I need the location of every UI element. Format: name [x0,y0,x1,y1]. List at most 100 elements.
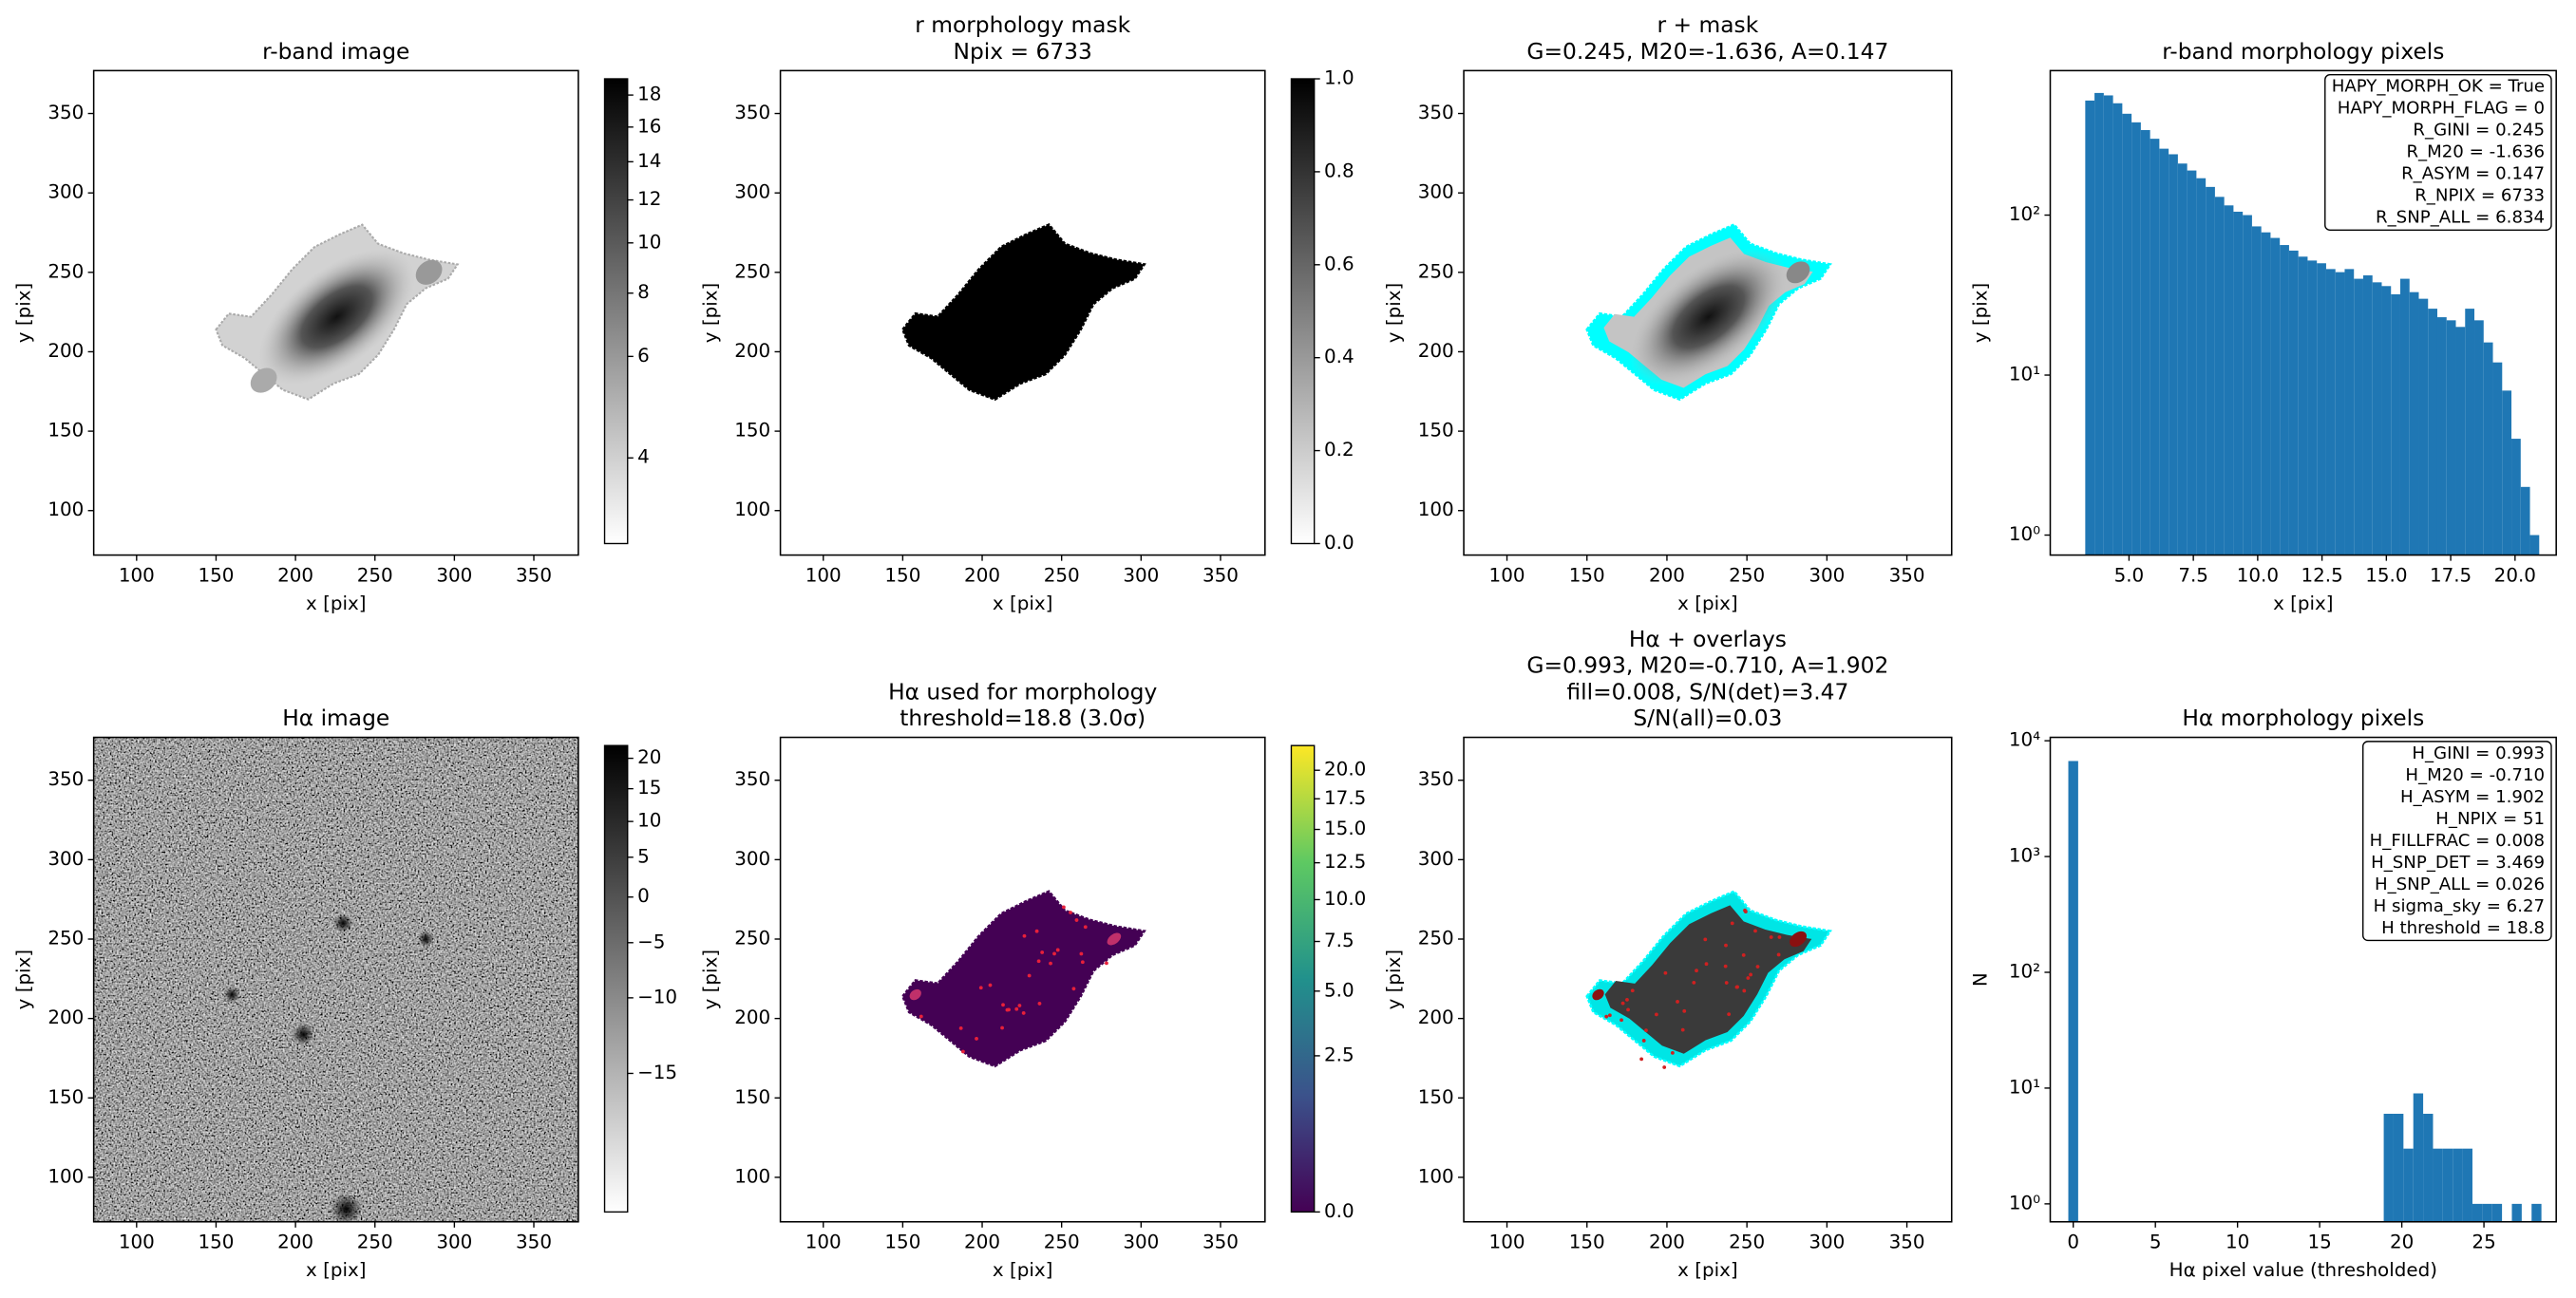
hist-bar [2482,1203,2492,1222]
hist-bar [2150,139,2160,555]
y-tick-label: 10³ [2009,845,2040,867]
plot-area [900,890,1146,1068]
colorbar-tick-label: 8 [637,281,650,303]
hist-bar [2177,163,2188,555]
dark-spot [223,987,240,1003]
y-tick-label: 250 [47,927,84,949]
pixel-dot [1014,1006,1019,1011]
x-tick-label: 10.0 [2237,565,2279,587]
x-axis-label: x [pix] [993,593,1053,614]
x-tick-label: 150 [198,1232,234,1253]
y-tick-label: 10⁰ [2009,523,2040,545]
hist-bar [2418,298,2429,555]
hist-bar [2511,1203,2522,1222]
pixel-dot [1005,1007,1010,1012]
hist-bar [2529,535,2540,555]
pixel-dot [1670,1050,1675,1055]
pixel-dot [1777,935,1782,939]
y-axis-label: y [pix] [1383,950,1405,1010]
x-tick-label: 7.5 [2178,565,2208,587]
x-tick-label: 300 [1123,565,1159,587]
colorbar-tick-label: 0.6 [1324,253,1354,274]
pixel-dot [1022,933,1027,938]
pixel-dot [1641,1039,1646,1043]
y-tick-label: 200 [734,340,770,362]
panel-title: threshold=18.8 (3.0σ) [900,705,1146,731]
y-tick-label: 150 [734,420,770,442]
y-tick-label: 10⁰ [2009,1192,2040,1213]
colorbar-tick-label: 0.4 [1324,346,1354,367]
pixel-dot [1746,976,1751,980]
y-tick-label: 100 [734,1165,770,1187]
x-tick-label: 350 [516,565,552,587]
colorbar-tick-label: 0.0 [1324,532,1354,554]
dark-spot [333,913,353,933]
hist-bar [2094,92,2104,555]
hist-bar [2112,103,2123,555]
annotation-line: R_GINI = 0.245 [2413,121,2545,141]
colorbar-tick-label: 15 [637,777,661,799]
x-tick-label: 150 [884,1232,920,1253]
hist-bar [2465,309,2475,555]
y-tick-label: 250 [1418,927,1454,949]
hist-bar [2187,170,2197,555]
panel-title: S/N(all)=0.03 [1633,705,1782,731]
colorbar-tick-label: 20.0 [1324,759,1366,781]
dark-spot [292,1023,315,1046]
pixel-dot [1695,969,1698,973]
hist-bar [2492,362,2503,555]
x-axis-label: x [pix] [2273,593,2334,614]
annotation-line: HAPY_MORPH_FLAG = 0 [2338,99,2545,119]
hist-bar [2233,211,2244,555]
y-tick-label: 10¹ [2009,364,2040,386]
y-tick-label: 350 [47,768,84,790]
pixel-dot [961,1049,965,1054]
pixel-dot [1724,981,1729,985]
x-tick-label: 250 [1729,1232,1765,1253]
x-tick-label: 250 [1044,1232,1080,1253]
pixel-dot [1001,1003,1005,1007]
colorbar-tick-label: 17.5 [1324,787,1366,809]
x-tick-label: 0 [2067,1232,2079,1253]
axes-frame [1463,736,1953,1223]
axes-frame [1463,69,1953,556]
colorbar-tick-label: 0.2 [1324,439,1354,461]
axes-frame [92,736,579,1223]
x-tick-label: 250 [357,565,393,587]
panel-title: Hα image [282,705,389,731]
hist-bar [2502,390,2512,555]
axes-frame [779,69,1266,556]
pixel-dot [1017,1004,1022,1007]
hist-bar [2251,226,2262,555]
y-tick-label: 350 [734,768,770,790]
x-tick-label: 200 [1649,1232,1685,1253]
pixel-dot [1625,998,1629,1002]
colorbar-tick-label: 1.0 [1324,67,1354,89]
y-tick-label: 300 [734,181,770,203]
colorbar-tick-label: 0.8 [1324,160,1354,181]
x-tick-label: 5 [2150,1232,2162,1253]
pixel-dot [975,1037,978,1041]
hist-bar [2224,205,2234,555]
pixel-dot [1735,985,1739,989]
y-tick-label: 100 [47,1165,84,1187]
hist-bar [2122,113,2132,555]
x-tick-label: 150 [1569,1232,1605,1253]
y-tick-label: 10² [2009,203,2040,225]
y-tick-label: 10¹ [2009,1076,2040,1098]
x-tick-label: 200 [277,1232,313,1253]
colorbar-tick-label: 5 [637,845,650,867]
pixel-dot [1000,1025,1004,1030]
x-axis-label: x [pix] [1677,1259,1738,1281]
y-tick-label: 100 [734,499,770,520]
pixel-dot [1644,1028,1648,1033]
pixel-dot [1049,961,1052,966]
colorbar-tick-label: 18 [637,84,661,105]
plot-area [2085,92,2540,555]
y-axis-label: y [pix] [699,950,721,1010]
hist-bar [2270,237,2281,555]
panel-title: fill=0.008, S/N(det)=3.47 [1566,678,1848,705]
source-knot [1786,261,1810,284]
y-tick-label: 350 [734,102,770,123]
